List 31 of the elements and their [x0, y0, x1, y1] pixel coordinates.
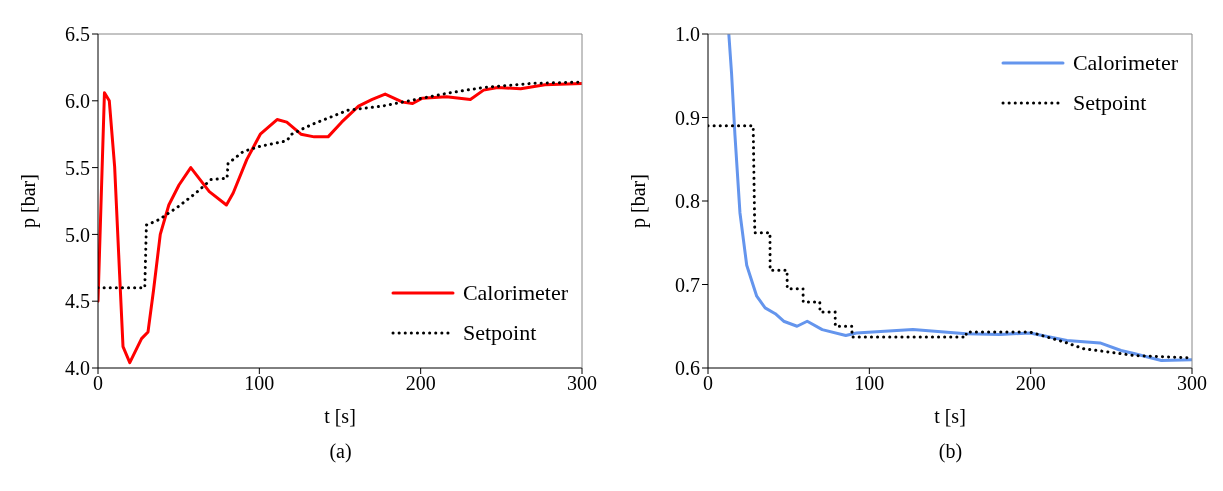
x-axis-title: t [s]	[934, 405, 966, 427]
y-tick-label: 4.5	[65, 290, 90, 313]
y-tick-label: 6.0	[65, 89, 90, 112]
legend-label: Calorimeter	[1072, 49, 1178, 77]
text: (b)	[937, 440, 964, 463]
y-tick-label: 6.5	[65, 23, 90, 46]
y-tick-label: 4.0	[65, 357, 90, 380]
x-tick-label: 200	[1015, 372, 1046, 395]
y-tick-label: 1.0	[675, 23, 700, 46]
x-tick-label: 0	[93, 372, 103, 395]
x-tick-label: 300	[1177, 372, 1207, 395]
line-series	[98, 81, 582, 365]
x-axis-title: t [s]	[324, 405, 356, 427]
legend-label: Setpoint	[462, 319, 537, 347]
x-tick-label: 100	[244, 372, 275, 395]
x-tick-label: 0	[703, 372, 713, 395]
y-tick-label: 5.0	[65, 223, 90, 246]
y-tick-label: 0.9	[675, 106, 700, 129]
text: (a)	[328, 440, 353, 463]
x-tick-label: 300	[567, 372, 597, 395]
y-tick-label: 0.7	[675, 273, 700, 296]
y-tick-label: 0.6	[675, 357, 700, 380]
legend-label: Calorimeter	[462, 279, 568, 307]
x-tick-label: 100	[854, 372, 885, 395]
y-axis-title: p [bar]	[17, 174, 41, 228]
y-axis-title: p [bar]	[627, 174, 651, 228]
legend-label: Setpoint	[1072, 89, 1147, 117]
x-tick-label: 200	[405, 372, 436, 395]
line-series	[727, 34, 1192, 362]
y-tick-label: 0.8	[675, 190, 700, 213]
y-tick-label: 5.5	[65, 156, 90, 179]
